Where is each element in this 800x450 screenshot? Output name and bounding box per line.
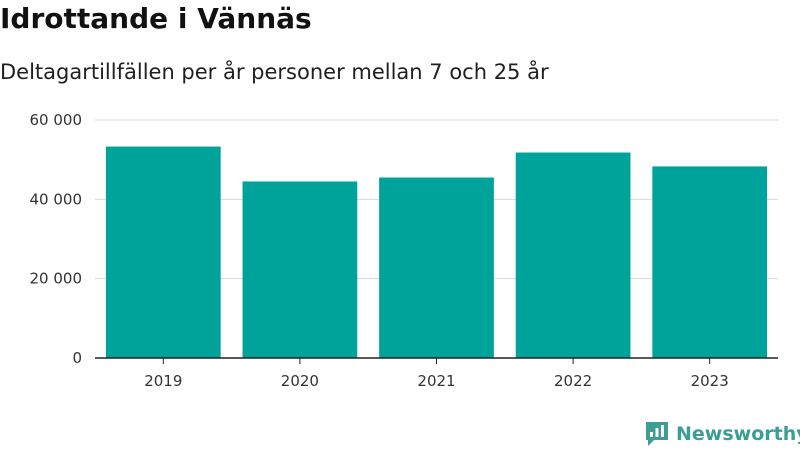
y-tick-label: 20 000	[30, 270, 83, 288]
bar	[242, 181, 358, 358]
chart-title: Idrottande i Vännäs	[0, 2, 312, 35]
chart-subtitle: Deltagartillfällen per år personer mella…	[0, 60, 549, 84]
x-tick-label: 2020	[281, 372, 319, 390]
bar-chart: 0 20 000 40 000 60 000 2019 2020 2021 2022 2023	[30, 111, 778, 390]
x-tick-label: 2021	[417, 372, 455, 390]
brand: Newsworthy	[644, 420, 800, 448]
bar	[652, 166, 768, 358]
x-tick-label: 2022	[554, 372, 592, 390]
bar	[379, 177, 494, 358]
x-tick-label: 2023	[691, 372, 729, 390]
bar	[515, 152, 631, 358]
brand-name: Newsworthy	[676, 423, 800, 445]
y-tick-label: 60 000	[30, 111, 83, 129]
newsworthy-logo-icon	[646, 422, 668, 446]
y-tick-label: 0	[72, 349, 82, 367]
y-tick-label: 40 000	[30, 190, 83, 208]
bar	[105, 146, 221, 358]
x-tick-label: 2019	[144, 372, 182, 390]
